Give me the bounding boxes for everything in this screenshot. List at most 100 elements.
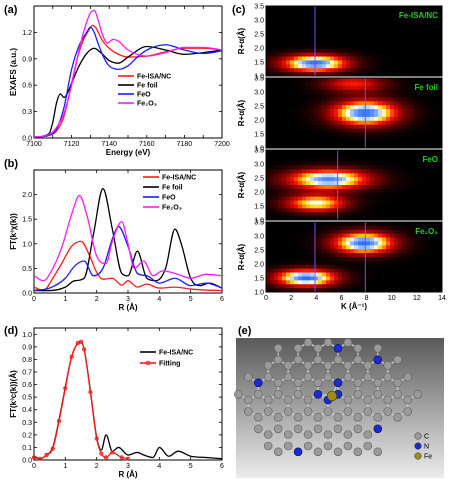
chart-c-map-feo-cell [438, 200, 443, 205]
chart-c-map-feo-cell [294, 153, 299, 159]
chart-c-map-feisanc-cell [414, 68, 419, 73]
chart-c-map-feo-cell [378, 212, 383, 217]
chart-c-map-feo-cell [394, 185, 399, 190]
chart-c-map-feo-cell [346, 212, 351, 217]
chart-c-map-feo-cell [438, 249, 443, 254]
chart-c-map-feo-cell [410, 260, 415, 266]
chart-c-map-fefoil-cell [326, 93, 331, 98]
chart-c-map-feisanc-cell [278, 25, 283, 30]
chart-c-map-feo-cell [286, 185, 291, 190]
chart-c-map-feo-cell [294, 192, 299, 197]
chart-c-map-fefoil-cell [322, 132, 327, 137]
chart-c-map-feisanc-cell [406, 68, 411, 73]
chart-c-map-feo-cell [310, 192, 315, 197]
chart-c-map-feo-cell [282, 216, 287, 221]
chart-c-map-feo-cell [374, 185, 379, 190]
chart-c-map-fefoil-cell [422, 113, 427, 118]
chart-c-map-feo-cell [430, 260, 435, 266]
chart-c-map-feisanc-cell [282, 68, 287, 73]
chart-c-map-feo-cell [346, 161, 351, 166]
chart-c-map-feo-cell [374, 272, 379, 277]
chart-c-map-fefoil-cell [334, 144, 339, 149]
chart-c-map-fefoil-cell [330, 124, 335, 129]
chart-c-map-fefoil-cell [418, 132, 423, 137]
chart-c-map-feisanc-cell [290, 72, 295, 77]
chart-c-map-fefoil-cell [394, 78, 399, 83]
chart-c-map-feo-cell [310, 153, 315, 159]
structure-atom-c [253, 424, 263, 434]
chart-c-map-fefoil-cell [378, 124, 383, 129]
chart-c-map-feo-cell [322, 196, 327, 201]
chart-c-map-feo-cell [266, 153, 271, 159]
chart-c-map-feo-cell [326, 276, 331, 281]
chart-c-map-fefoil-cell [282, 124, 287, 129]
chart-c-map-feisanc-cell [390, 6, 395, 11]
chart-c-map-feo-cell [398, 208, 403, 213]
chart-c-map-feisanc-cell [422, 56, 427, 61]
chart-c-map-feo-cell [318, 157, 323, 162]
chart-c-map-feo-cell [314, 208, 319, 213]
chart-c-map-fefoil-cell [358, 81, 363, 87]
chart-c-map-feo-cell [386, 196, 391, 201]
chart-c-map-feo-cell [266, 253, 271, 258]
chart-c-map-feisanc-cell [274, 25, 279, 30]
chart-c-map-feisanc-cell [334, 68, 339, 73]
chart-c-map-feo-cell [378, 233, 383, 238]
chart-c-map-feo-cell [302, 173, 307, 178]
chart-c-map-feisanc-cell [402, 9, 407, 15]
chart-c-map-feo-cell [270, 268, 275, 273]
chart-c-map-feisanc-cell [298, 60, 303, 65]
chart-c-map-fefoil-cell [334, 89, 339, 94]
chart-c-map-fefoil-cell [266, 120, 271, 125]
chart-c-map-feo-cell [386, 150, 391, 155]
chart-c-map-fefoil-cell [358, 105, 363, 110]
chart-c-map-fefoil-cell [334, 81, 339, 87]
chart-c-map-feo-cell [314, 196, 319, 201]
chart-c-map-feo-cell [322, 276, 327, 281]
chart-c-map-feo-cell [326, 177, 331, 182]
chart-c-map-feisanc-cell [366, 6, 371, 11]
chart-c-map-feisanc-cell [298, 48, 303, 53]
chart-c-map-feo-cell [390, 253, 395, 258]
chart-c-map-feo-cell [286, 165, 291, 170]
chart-c-map-fefoil-cell [342, 128, 347, 133]
chart-c-map-feo-cell [338, 237, 343, 242]
chart-c-map-feisanc-cell [334, 33, 339, 38]
chart-a: 7100 7120 7140 7160 7180 72000.00.30.60.91.2E… [9, 5, 230, 157]
chart-c-map-feo-cell [306, 249, 311, 254]
chart-c-map-fefoil-cell [414, 113, 419, 118]
chart-c-map-fefoil-cell [270, 132, 275, 137]
chart-c-map-fefoil-cell [274, 120, 279, 125]
chart-c-map-feisanc-cell [402, 56, 407, 61]
structure-atom-c [303, 430, 313, 439]
chart-c-map-fefoil-cell [334, 140, 339, 145]
chart-c-map-fefoil-cell [286, 85, 291, 90]
chart-c-map-feisanc-cell [386, 17, 391, 22]
chart-c-map-feo-cell [342, 264, 347, 269]
chart-c-map-feo-cell [338, 153, 343, 159]
chart-c-map-feo-cell [350, 229, 355, 234]
chart-c-map-fefoil-cell [302, 93, 307, 98]
chart-c-map-fefoil-cell [430, 101, 435, 106]
chart-c-map-feo-cell [346, 173, 351, 178]
chart-c-map-feisanc-cell [278, 21, 283, 26]
chart-c-map-fefoil-cell [338, 120, 343, 125]
chart-c-map-feo-cell [434, 233, 439, 238]
chart-c-map-fefoil-cell [322, 140, 327, 145]
chart-a-y-tick-label: 0.9 [22, 56, 32, 63]
chart-c-map-feo-cell [422, 222, 427, 227]
chart-c-map-feo-cell [302, 229, 307, 234]
chart-d-plot-frame [33, 327, 223, 461]
chart-c-map-feisanc-cell [302, 64, 307, 69]
chart-c-map-feisanc-cell [390, 33, 395, 38]
chart-c-map-feisanc-cell [382, 48, 387, 53]
chart-c-map-feo-cell [386, 241, 391, 246]
chart-c-map-feo-cell [326, 288, 331, 293]
chart-c-map-feo-cell [310, 268, 315, 273]
chart-c-map-feisanc-cell [350, 56, 355, 61]
chart-c-map-fefoil-cell [330, 101, 335, 106]
chart-c-map-fefoil-cell [350, 105, 355, 110]
chart-c-map-feisanc-cell [386, 64, 391, 69]
chart-c-map-feo-cell [382, 272, 387, 277]
chart-c-map-fefoil-cell [342, 93, 347, 98]
